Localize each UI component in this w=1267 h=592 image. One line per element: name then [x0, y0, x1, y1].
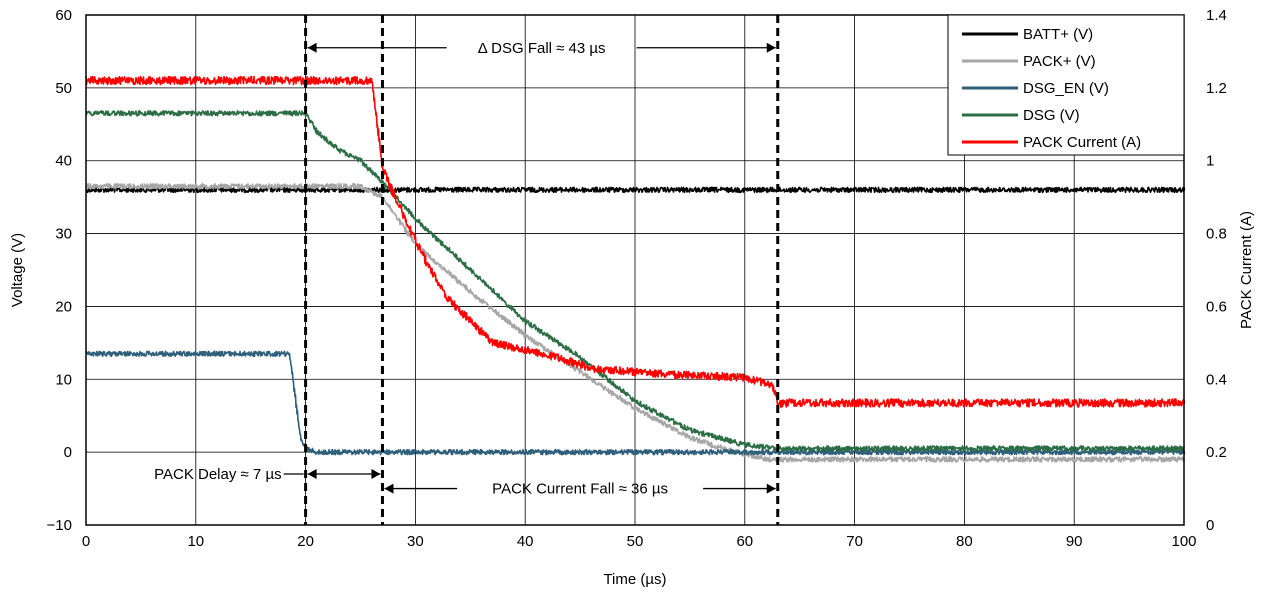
y-tick-label: 0	[64, 444, 72, 461]
legend: BATT+ (V) PACK+ (V) DSG_EN (V) DSG (V) PACK …	[947, 14, 1185, 156]
y-axis-title: Voltage (V)	[9, 233, 26, 307]
y2-tick-label: 1.2	[1206, 80, 1227, 97]
y2-axis-title: PACK Current (A)	[1238, 211, 1255, 329]
y2-tick-label: 0.8	[1206, 226, 1227, 243]
y-tick-label: 10	[55, 371, 72, 388]
marker-lines	[304, 15, 780, 525]
series-group	[85, 75, 1186, 463]
x-tick-label: 40	[517, 533, 534, 550]
legend-label-0: BATT+ (V)	[1023, 26, 1093, 43]
tick-labels: 0 10 20 30 40 50 60 70 80 90 100 −10 0 10 20 30 40 50 60 0 0…	[47, 7, 1227, 550]
annotations: Δ DSG Fall ≈ 43 µs PACK Delay ≈ 7 µs PACK …	[154, 40, 776, 498]
arrow-head	[766, 483, 776, 494]
x-tick-label: 90	[1066, 533, 1083, 550]
x-tick-label: 50	[627, 533, 644, 550]
legend-label-1: PACK+ (V)	[1023, 53, 1096, 70]
y2-tick-label: 0.2	[1206, 444, 1227, 461]
x-tick-label: 20	[297, 533, 314, 550]
y-tick-label: 30	[55, 226, 72, 243]
y2-tick-label: 1.4	[1206, 7, 1227, 24]
arrow-head	[307, 42, 317, 53]
x-axis-title: Time (µs)	[603, 571, 666, 588]
y-tick-label: 60	[55, 7, 72, 24]
arrow-head	[384, 483, 394, 494]
y-tick-label: 20	[55, 298, 72, 315]
y2-tick-label: 1	[1206, 153, 1214, 170]
y-tick-label: 40	[55, 153, 72, 170]
series-line-2	[85, 350, 1186, 456]
x-tick-label: 60	[736, 533, 753, 550]
arrow-head	[371, 469, 381, 479]
series-line-4	[85, 75, 1186, 410]
y-tick-label: −10	[47, 517, 72, 534]
x-tick-label: 30	[407, 533, 424, 550]
x-tick-label: 10	[187, 533, 204, 550]
arrow-head	[766, 42, 776, 53]
y2-tick-label: 0.6	[1206, 298, 1227, 315]
legend-box	[947, 14, 1185, 156]
y-tick-label: 50	[55, 80, 72, 97]
legend-label-4: PACK Current (A)	[1023, 134, 1141, 151]
x-tick-label: 80	[956, 533, 973, 550]
series-line-1	[85, 182, 1186, 463]
annotation-label: PACK Current Fall ≈ 36 µs	[492, 481, 668, 498]
y2-tick-label: 0.4	[1206, 371, 1227, 388]
plot-frame	[85, 14, 1185, 526]
y2-tick-label: 0	[1206, 517, 1214, 534]
annotation-label: Δ DSG Fall ≈ 43 µs	[478, 40, 606, 57]
x-tick-label: 100	[1171, 533, 1196, 550]
annotation-label: PACK Delay ≈ 7 µs	[154, 466, 281, 483]
legend-label-2: DSG_EN (V)	[1023, 80, 1109, 97]
legend-label-3: DSG (V)	[1023, 107, 1080, 124]
x-tick-label: 0	[82, 533, 90, 550]
x-tick-label: 70	[846, 533, 863, 550]
arrow-head	[307, 469, 317, 479]
series-line-3	[85, 110, 1186, 452]
